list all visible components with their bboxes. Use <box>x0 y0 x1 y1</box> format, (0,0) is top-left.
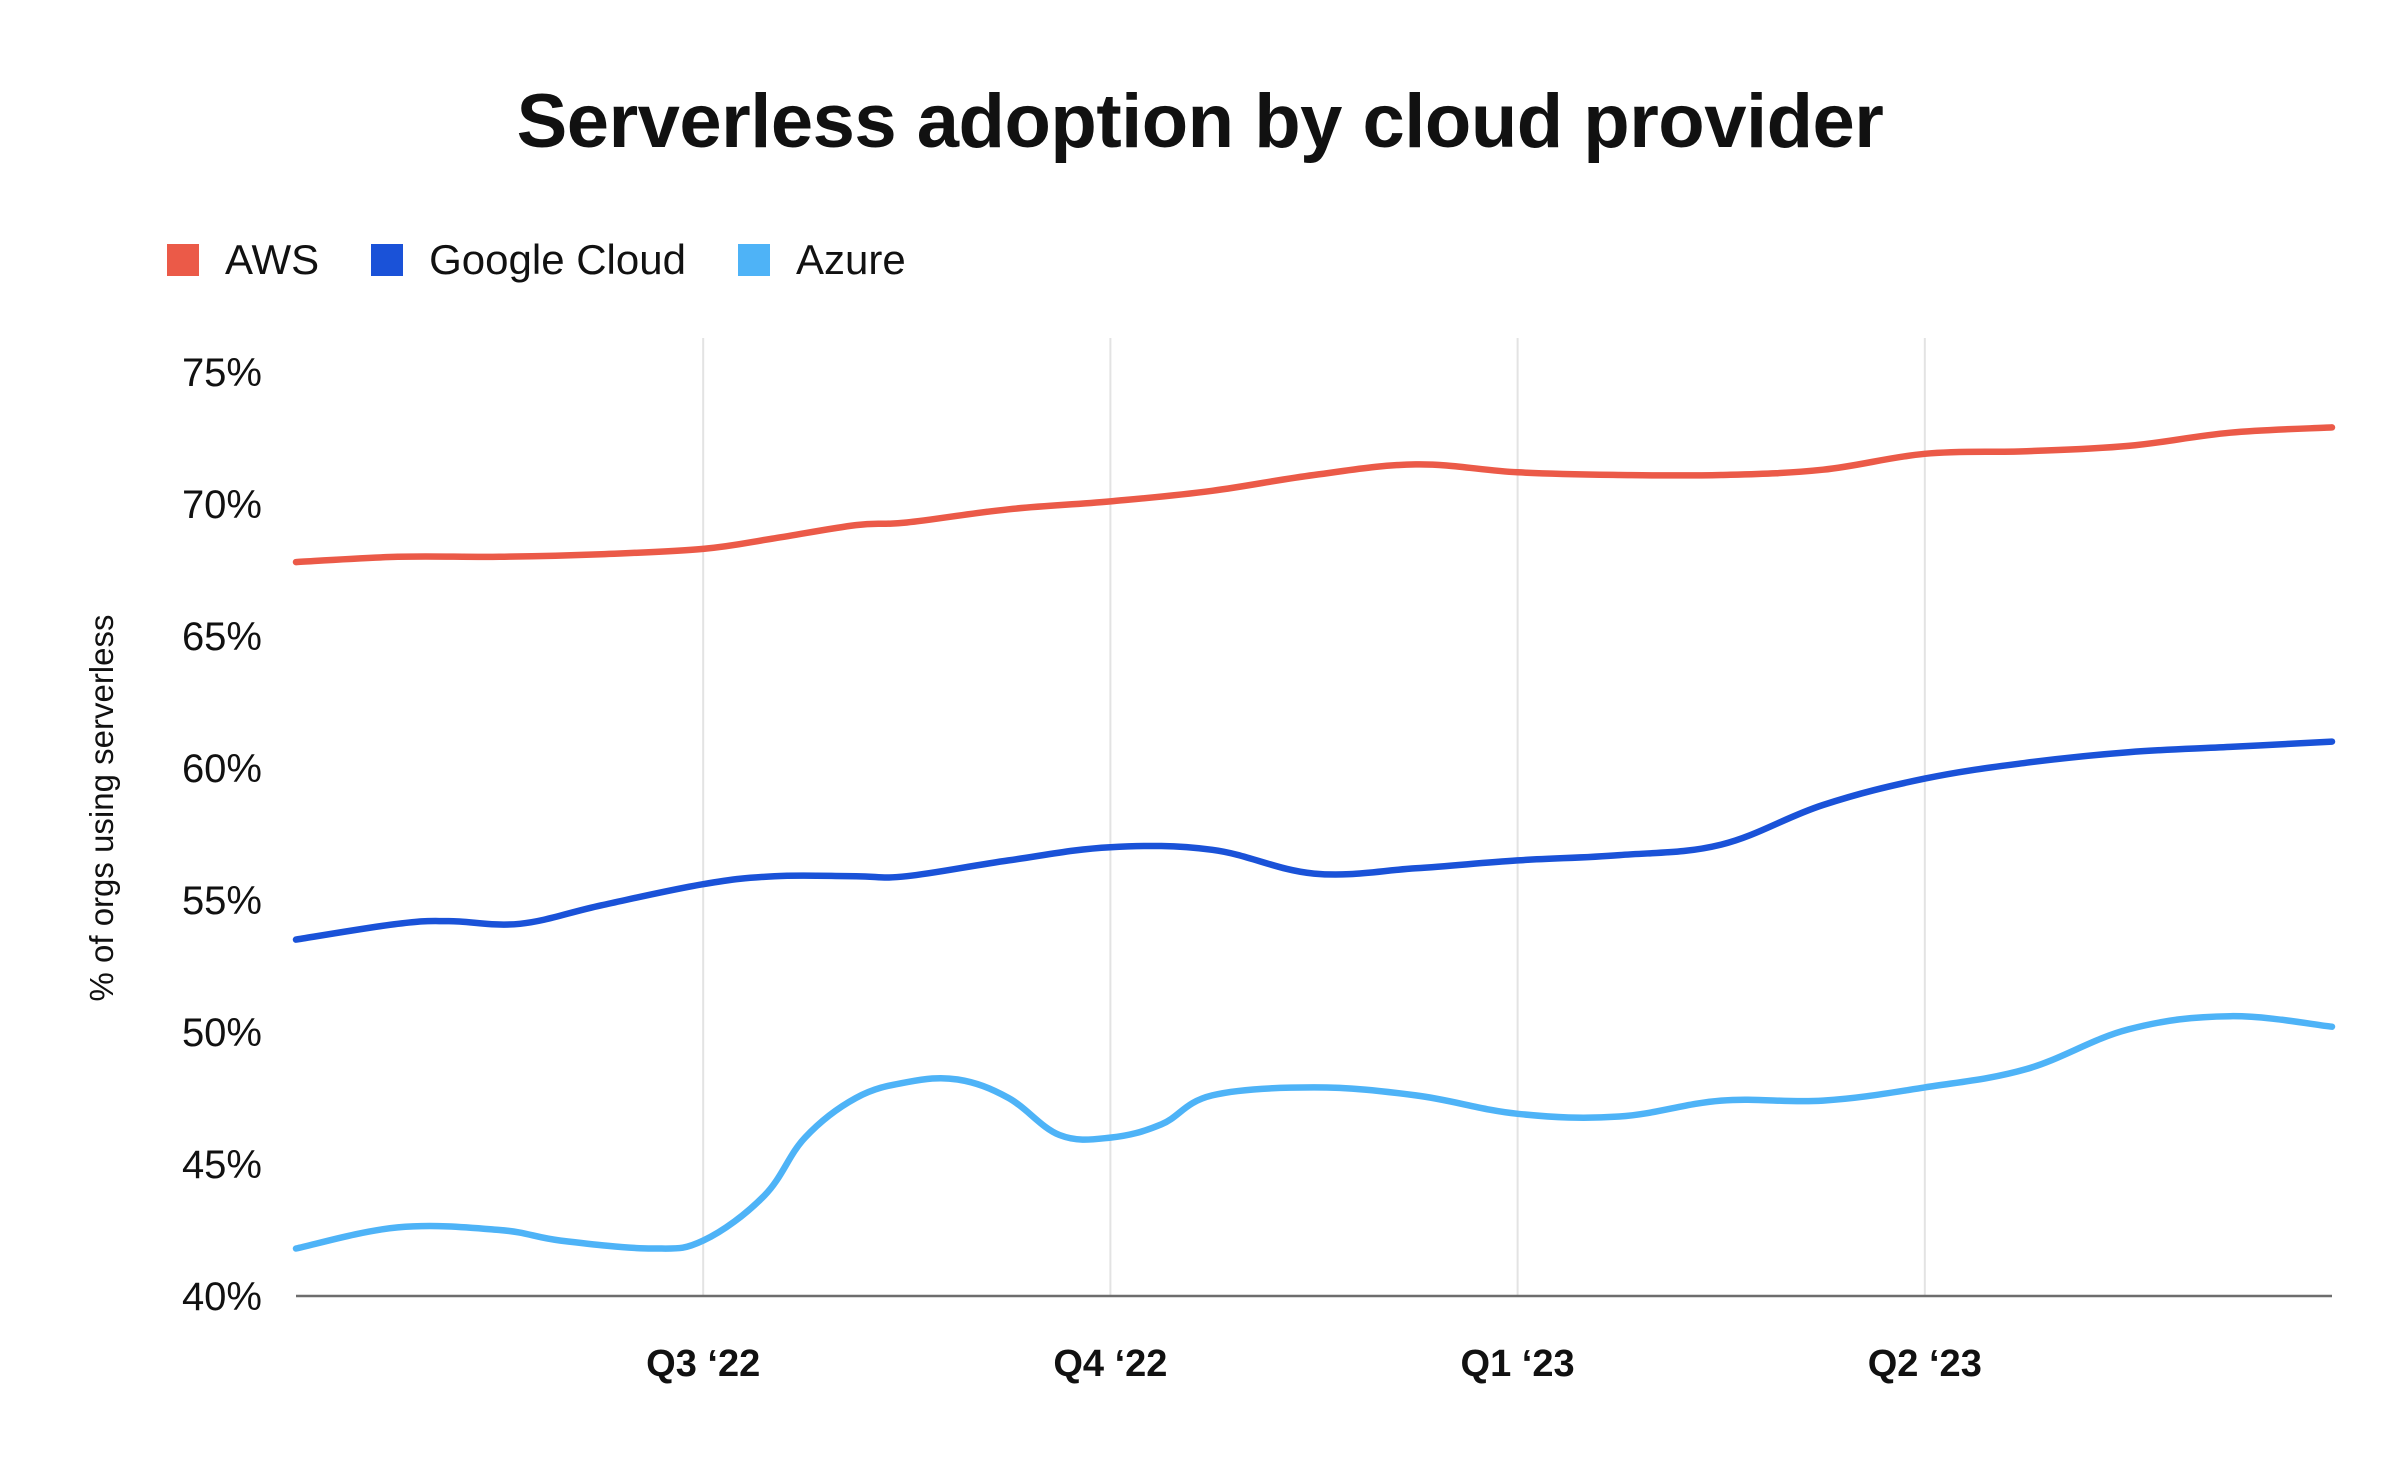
y-tick-label-5: 65% <box>182 615 262 659</box>
y-tick-label-0: 40% <box>182 1275 262 1319</box>
legend-label-azure: Azure <box>795 236 906 283</box>
legend-swatch-azure <box>737 244 770 276</box>
legend-swatch-google-cloud <box>371 244 404 276</box>
x-tick-label-0: Q3 ‘22 <box>646 1343 760 1385</box>
x-tick-label-3: Q2 ‘23 <box>1868 1343 1982 1385</box>
y-tick-label-4: 60% <box>182 747 262 791</box>
legend-label-aws: AWS <box>225 236 320 283</box>
chart-legend: AWS Google Cloud Azure <box>167 236 958 284</box>
series-line-azure <box>292 1012 2336 1252</box>
x-tick-label-1: Q4 ‘22 <box>1053 1343 1167 1385</box>
series-line-aws <box>292 424 2336 566</box>
chart-title: Serverless adoption by cloud provider <box>516 79 1884 164</box>
legend-swatch-aws <box>167 244 199 276</box>
legend-item-google-cloud[interactable]: Google Cloud <box>371 236 686 284</box>
y-tick-label-7: 75% <box>182 351 262 395</box>
y-tick-label-2: 50% <box>182 1011 262 1055</box>
x-tick-label-2: Q1 ‘23 <box>1461 1343 1575 1385</box>
legend-item-azure[interactable]: Azure <box>737 236 906 284</box>
legend-label-google-cloud: Google Cloud <box>429 236 686 283</box>
legend-item-aws[interactable]: AWS <box>167 236 319 284</box>
y-tick-label-3: 55% <box>182 879 262 923</box>
y-tick-label-6: 70% <box>182 483 262 527</box>
y-tick-label-1: 45% <box>182 1143 262 1187</box>
series-line-google-cloud <box>292 738 2336 943</box>
